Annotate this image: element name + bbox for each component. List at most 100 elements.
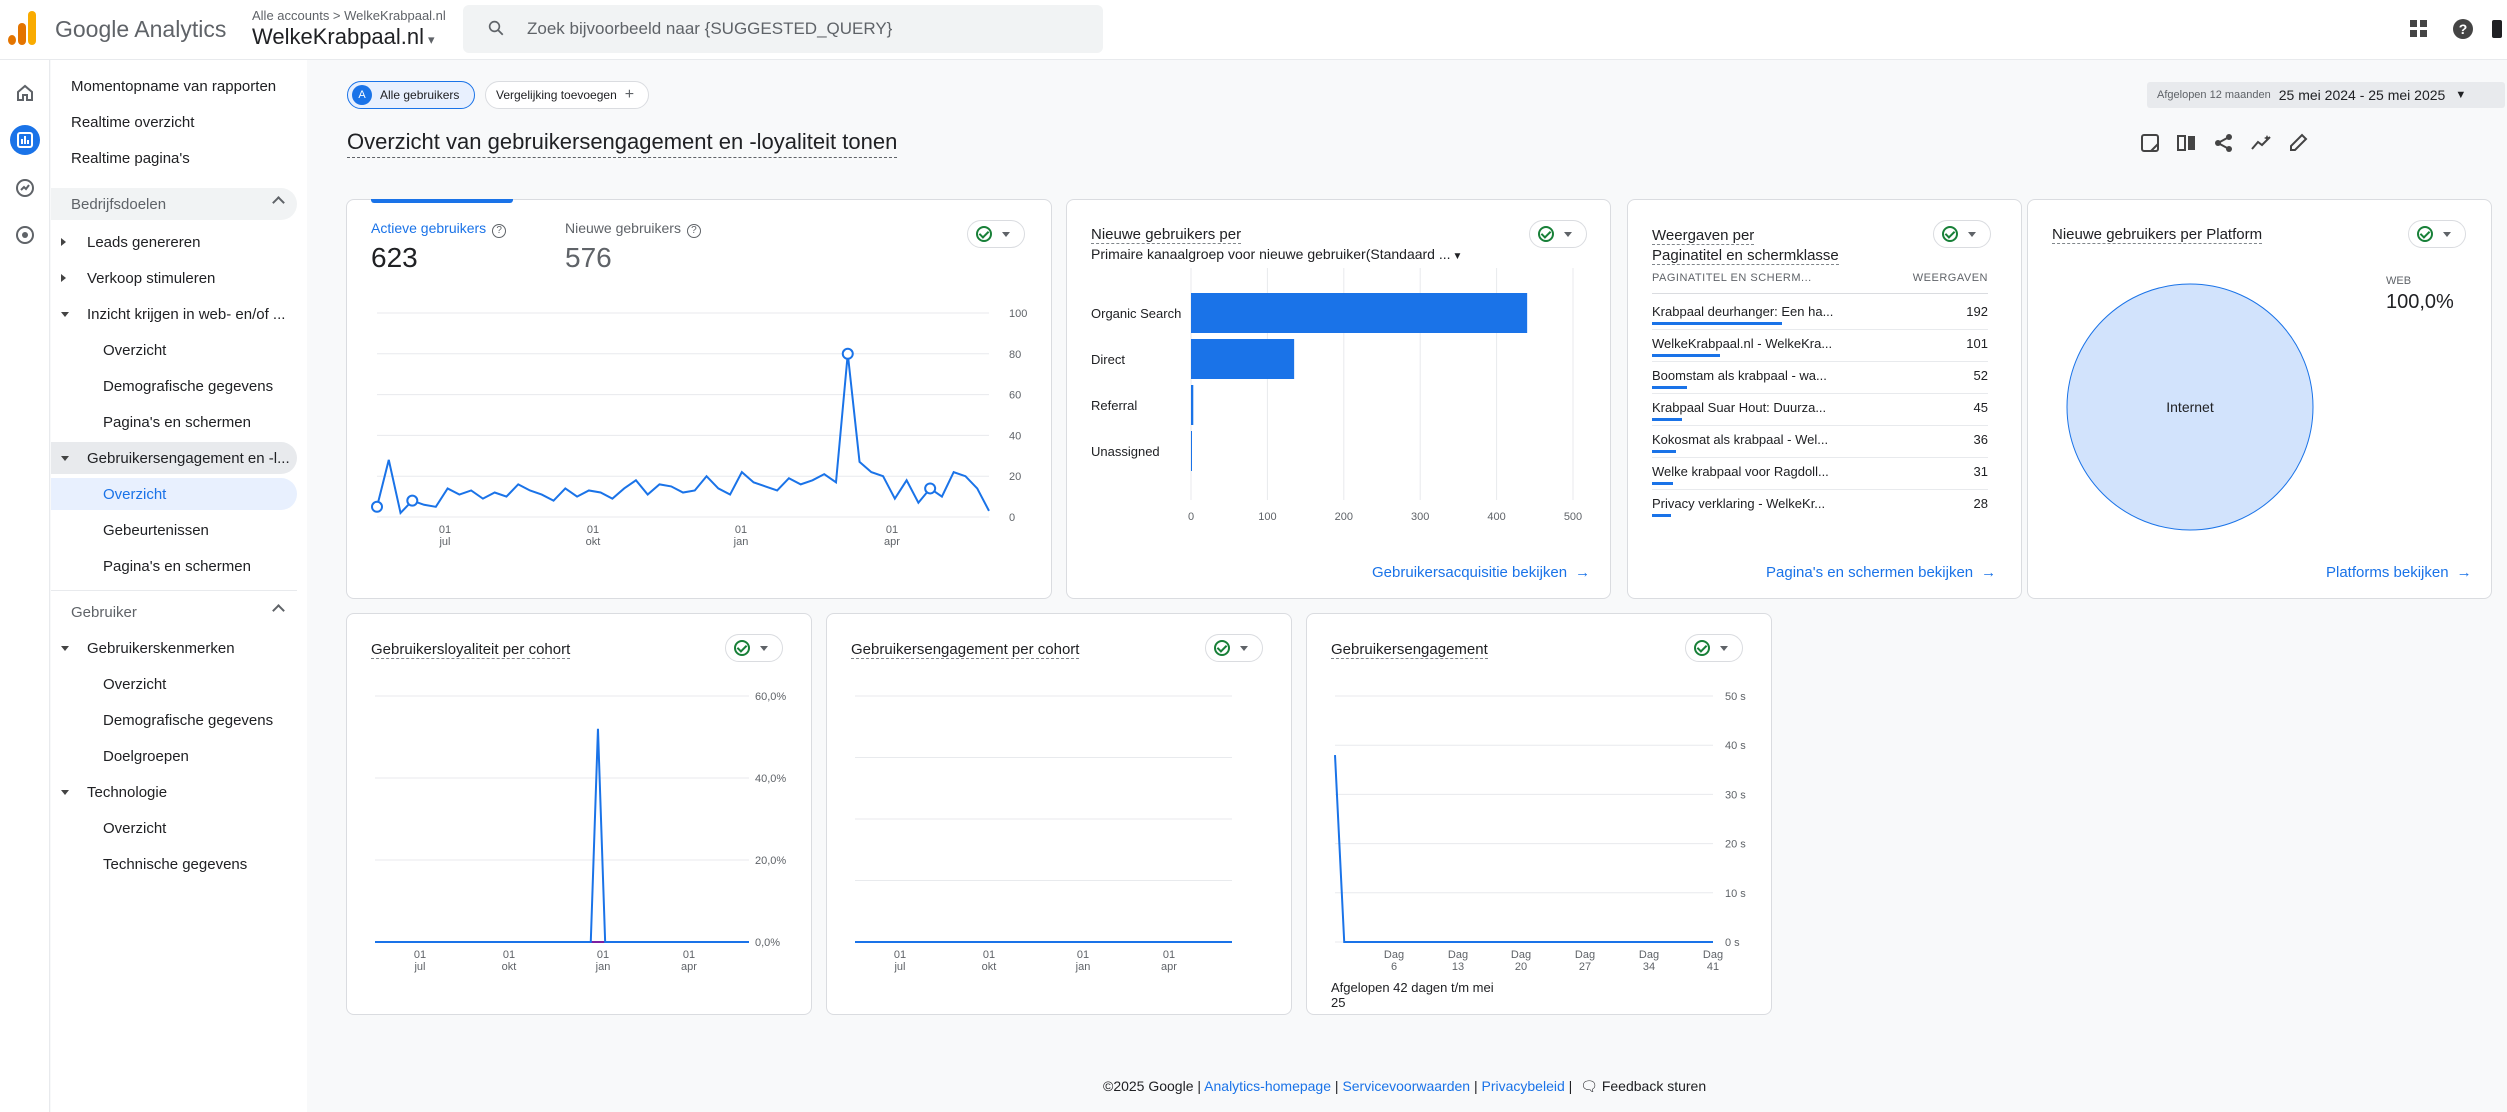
help-icon[interactable]: ? <box>2450 16 2476 42</box>
series-line <box>375 728 749 943</box>
nav-technology[interactable]: Technologie <box>51 776 297 808</box>
nav-user-overview[interactable]: Overzicht <box>103 675 167 693</box>
table-row[interactable]: Boomstam als krabpaal - wa... 52 <box>1652 362 1988 394</box>
nav-insights-demographics[interactable]: Demografische gegevens <box>103 377 274 395</box>
x-tick-label: 01 <box>1163 949 1175 961</box>
nav-insights-overview[interactable]: Overzicht <box>103 341 167 359</box>
table-row[interactable]: Welke krabpaal voor Ragdoll... 31 <box>1652 458 1988 490</box>
y-tick-label: 60,0% <box>755 691 786 703</box>
add-comparison-button[interactable]: Vergelijking toevoegen + <box>485 81 649 109</box>
nav-events[interactable]: Gebeurtenissen <box>103 521 209 539</box>
card-title-text: Nieuwe gebruikers per <box>1091 226 1242 244</box>
x-tick-label: 01 <box>587 524 599 536</box>
data-quality-badge[interactable] <box>725 634 783 662</box>
card-title[interactable]: Gebruikersengagement <box>1331 641 1488 659</box>
caret-down-icon <box>1720 645 1728 651</box>
nav-insights-pages[interactable]: Pagina's en schermen <box>103 413 251 431</box>
nav-reports-snapshot[interactable]: Momentopname van rapporten <box>71 77 277 95</box>
y-tick-label: 80 <box>1009 349 1021 361</box>
table-row[interactable]: Privacy verklaring - WelkeKr... 28 <box>1652 490 1988 522</box>
feedback-button[interactable]: 🗨 Feedback sturen <box>1580 1078 1706 1094</box>
card-title[interactable]: Nieuwe gebruikers per <box>1091 226 1242 244</box>
nav-realtime-pages[interactable]: Realtime pagina's <box>71 149 190 167</box>
nav-section-business-objectives[interactable]: Bedrijfsdoelen <box>51 188 297 220</box>
dimension-selector[interactable]: Primaire kanaalgroep voor nieuwe gebruik… <box>1091 246 1462 262</box>
category-label: Direct <box>1091 352 1125 367</box>
account-icon[interactable] <box>2490 16 2504 42</box>
reports-icon[interactable] <box>10 125 40 155</box>
arrow-right-icon: → <box>2456 564 2472 581</box>
link-label: Gebruikersacquisitie bekijken <box>1372 564 1568 581</box>
nav-sales[interactable]: Verkoop stimuleren <box>51 262 297 294</box>
home-icon[interactable] <box>10 78 40 108</box>
data-quality-badge[interactable] <box>2408 220 2466 248</box>
table-row[interactable]: Krabpaal Suar Hout: Duurza... 45 <box>1652 394 1988 426</box>
analytics-home-link[interactable]: Analytics-homepage <box>1204 1078 1332 1094</box>
row-divider <box>1652 393 1988 394</box>
share-icon[interactable] <box>2213 132 2235 154</box>
nav-realtime-overview[interactable]: Realtime overzicht <box>71 113 195 131</box>
property-selector[interactable]: WelkeKrabpaal.nl ▾ <box>252 24 435 50</box>
privacy-link[interactable]: Privacybeleid <box>1481 1078 1565 1094</box>
terms-link[interactable]: Servicevoorwaarden <box>1342 1078 1471 1094</box>
users-card: Actieve gebruikers? 623 Nieuwe gebruiker… <box>346 199 1052 599</box>
page-title[interactable]: Overzicht van gebruikersengagement en -l… <box>347 129 898 158</box>
search-input[interactable]: Zoek bijvoorbeeld naar {SUGGESTED_QUERY} <box>463 5 1103 53</box>
nav-engagement[interactable]: Gebruikersengagement en -l... <box>51 442 297 474</box>
data-quality-badge[interactable] <box>1685 634 1743 662</box>
nav-section-user[interactable]: Gebruiker <box>51 596 297 628</box>
card-title[interactable]: Gebruikersloyaliteit per cohort <box>371 641 571 659</box>
series-line <box>376 353 990 515</box>
customize-report-icon[interactable] <box>2139 132 2161 154</box>
apps-grid-icon[interactable] <box>2406 16 2432 42</box>
views-bar <box>1652 482 1673 485</box>
data-quality-badge[interactable] <box>967 220 1025 248</box>
nav-engagement-pages[interactable]: Pagina's en schermen <box>103 557 251 575</box>
y-tick-label: 50 s <box>1725 691 1746 703</box>
account-breadcrumb[interactable]: Alle accounts > WelkeKrabpaal.nl <box>252 8 446 23</box>
analytics-logo-icon[interactable] <box>8 11 38 45</box>
advertising-icon[interactable] <box>10 220 40 250</box>
nav-leads[interactable]: Leads genereren <box>51 226 297 258</box>
table-row[interactable]: Krabpaal deurhanger: Een ha... 192 <box>1652 298 1988 330</box>
x-tick-label: 500 <box>1564 511 1582 523</box>
caret-down-icon <box>1002 231 1010 237</box>
table-row[interactable]: Kokosmat als krabpaal - Wel... 36 <box>1652 426 1988 458</box>
nav-engagement-overview[interactable]: Overzicht <box>51 478 297 510</box>
view-platforms-link[interactable]: Platforms bekijken → <box>2326 564 2472 581</box>
data-quality-badge[interactable] <box>1933 220 1991 248</box>
card-title[interactable]: Nieuwe gebruikers per Platform <box>2052 226 2263 244</box>
nav-label: Technologie <box>87 783 168 801</box>
x-tick-label: 41 <box>1707 961 1719 973</box>
metric-tab-new-users[interactable]: Nieuwe gebruikers? <box>565 220 701 238</box>
new-users-value: 576 <box>565 242 612 273</box>
view-pages-link[interactable]: Pagina's en schermen bekijken → <box>1766 564 1996 581</box>
metric-tab-active-users[interactable]: Actieve gebruikers? <box>371 220 507 238</box>
collapse-arrow-icon <box>61 456 69 461</box>
compare-icon[interactable] <box>2176 132 2198 154</box>
nav-tech-details[interactable]: Technische gegevens <box>103 855 248 873</box>
data-quality-badge[interactable] <box>1205 634 1263 662</box>
segment-chip[interactable]: A Alle gebruikers <box>347 81 475 109</box>
date-range-picker[interactable]: Afgelopen 12 maanden 25 mei 2024 - 25 me… <box>2147 82 2505 108</box>
nav-tech-overview[interactable]: Overzicht <box>103 819 167 837</box>
y-tick-label: 20 s <box>1725 839 1746 851</box>
table-row[interactable]: WelkeKrabpaal.nl - WelkeKra... 101 <box>1652 330 1988 362</box>
y-tick-label: 60 <box>1009 390 1021 402</box>
card-title[interactable]: Gebruikersengagement per cohort <box>851 641 1080 659</box>
explore-icon[interactable] <box>10 173 40 203</box>
nav-label: Inzicht krijgen in web- en/of ... <box>87 305 286 323</box>
view-acquisition-link[interactable]: Gebruikersacquisitie bekijken → <box>1372 564 1590 581</box>
card-title[interactable]: Weergaven per Paginatitel en schermklasse <box>1652 226 1839 266</box>
edit-icon[interactable] <box>2287 132 2309 154</box>
data-quality-badge[interactable] <box>1529 220 1587 248</box>
views-bar <box>1652 418 1683 421</box>
link-label: Platforms bekijken <box>2326 564 2449 581</box>
insights-icon[interactable] <box>2250 132 2272 154</box>
nav-user-attributes[interactable]: Gebruikerskenmerken <box>51 632 297 664</box>
nav-insights[interactable]: Inzicht krijgen in web- en/of ... <box>51 298 297 330</box>
y-tick-label: 10 s <box>1725 888 1746 900</box>
nav-audiences[interactable]: Doelgroepen <box>103 747 189 765</box>
nav-user-demographics[interactable]: Demografische gegevens <box>103 711 274 729</box>
